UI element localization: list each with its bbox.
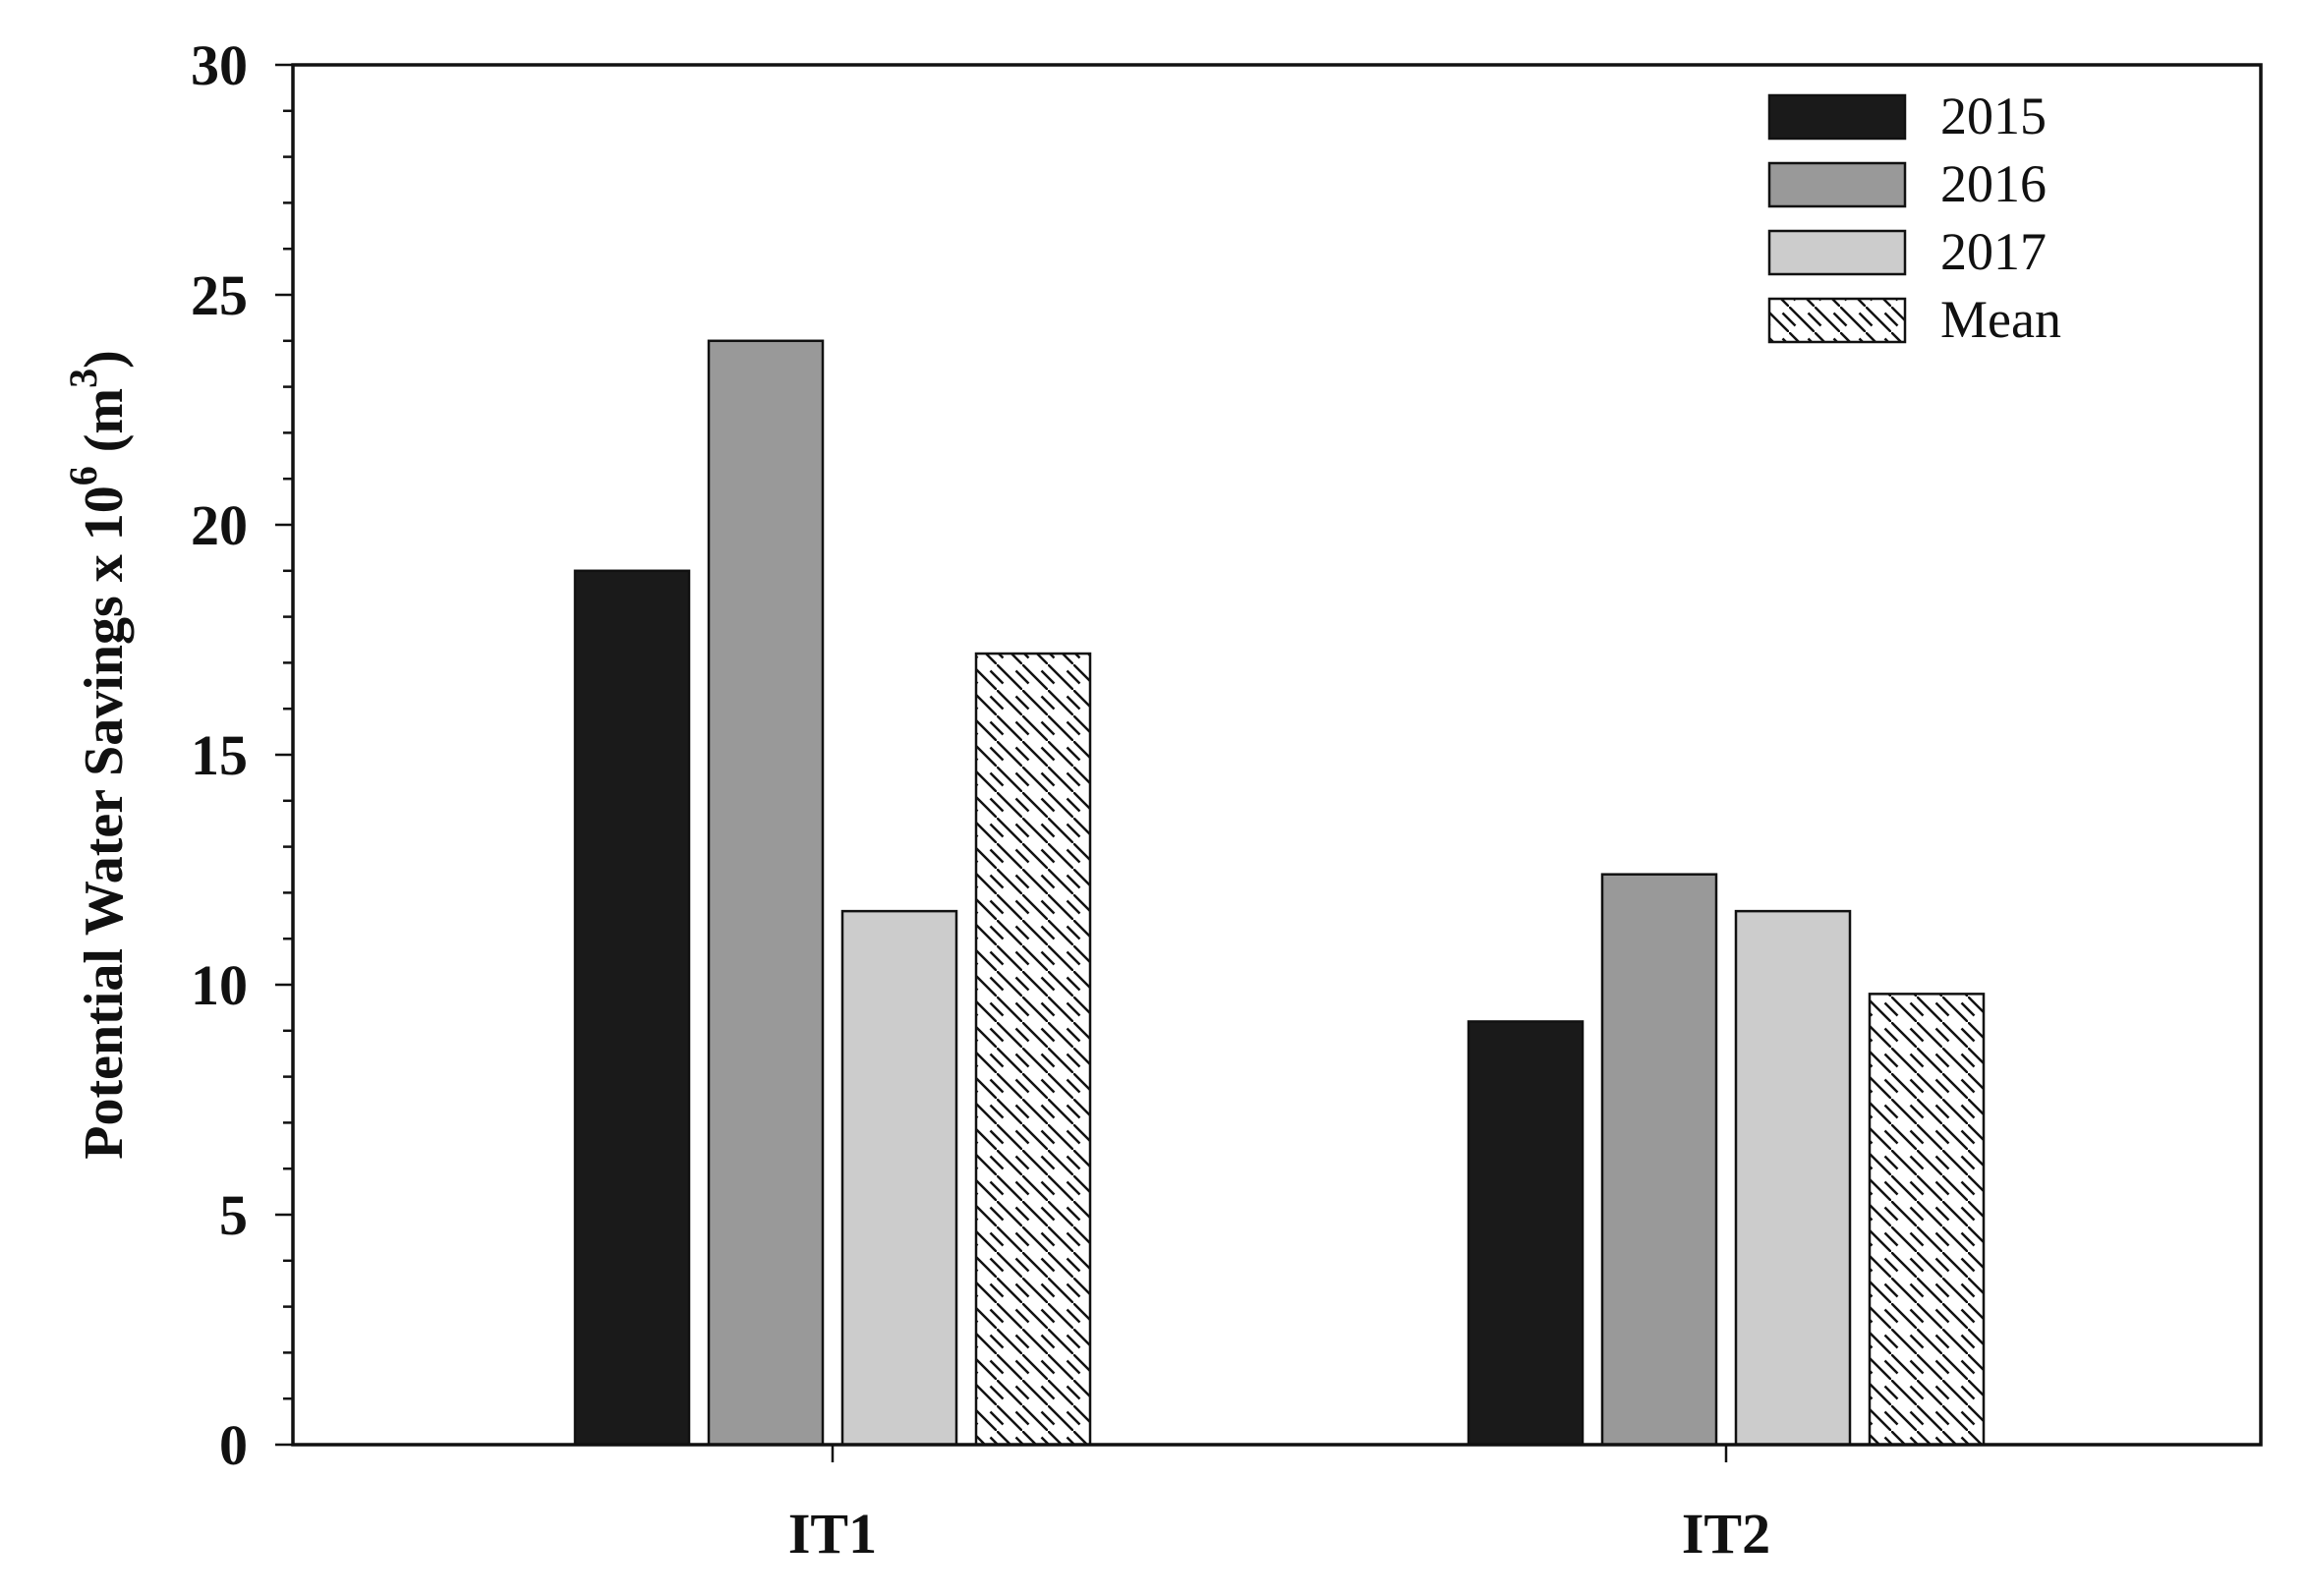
y-axis-title-unit-exponent: 3 [61,369,105,388]
bar-it2-2015 [1467,1020,1585,1447]
bar-it1-mean [974,652,1092,1447]
legend-swatch-mean [1767,297,1907,344]
bars-group [573,339,1986,1447]
legend-swatch-2015 [1767,93,1907,141]
legend-label-2015: 2015 [1940,86,2047,145]
y-axis-title-exponent: 6 [61,466,105,485]
y-tick-label: 25 [191,263,248,327]
bar-it1-2017 [840,909,958,1447]
y-axis-title-unit-open: (m [74,388,135,466]
y-tick-label: 20 [191,493,248,557]
bar-it1-2016 [707,339,825,1447]
x-tick-label: IT1 [788,1502,877,1566]
y-axis-title-unit-close: ) [74,350,135,369]
legend-label-2017: 2017 [1940,222,2047,281]
legend-label-mean: Mean [1940,290,2061,349]
legend-swatch-2016 [1767,161,1907,208]
y-axis-ticks: 0 5 10 15 20 25 30 [191,33,293,1477]
y-axis-title-main: Potential Water Savings x 10 [74,485,135,1160]
y-tick-label: 30 [191,33,248,97]
x-axis-ticks: IT1 IT2 [788,1445,1770,1566]
x-tick-label: IT2 [1682,1502,1770,1566]
y-axis-title: Potential Water Savings x 106 (m3) [61,350,135,1159]
bar-it2-2017 [1734,909,1852,1447]
y-tick-label: 10 [191,953,248,1017]
bar-it2-2016 [1600,873,1718,1447]
bar-it2-mean [1868,993,1986,1447]
y-tick-label: 5 [219,1183,248,1247]
legend-swatch-2017 [1767,229,1907,276]
y-tick-label: 15 [191,723,248,787]
legend-label-2016: 2016 [1940,154,2047,213]
y-tick-label: 0 [219,1413,248,1477]
bar-it1-2015 [573,569,691,1447]
legend: 2015 2016 2017 Mean [1767,86,2061,349]
plot-frame [291,63,2263,1447]
